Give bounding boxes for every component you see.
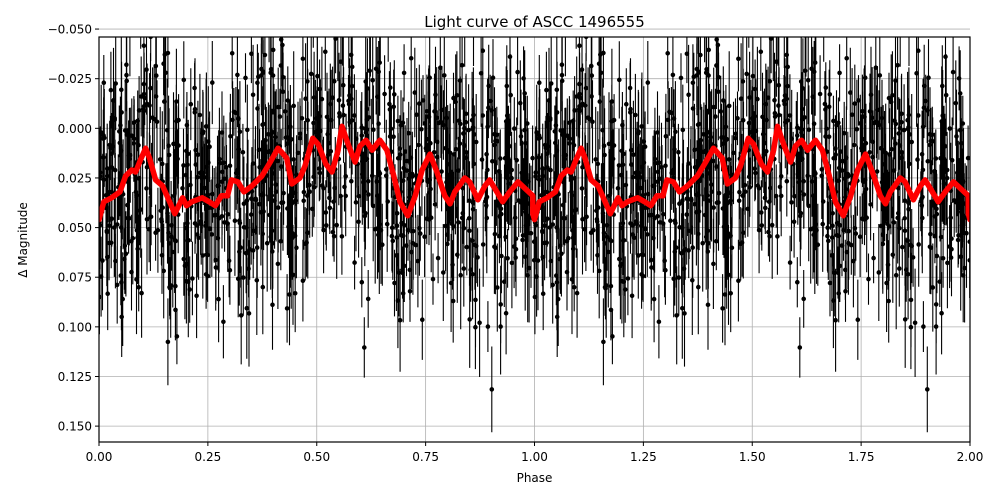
y-tick-label: 0.100	[58, 320, 92, 334]
y-tick-label: 0.150	[58, 420, 92, 434]
x-tick-label: 0.50	[303, 450, 330, 464]
x-tick-label: 1.00	[521, 450, 548, 464]
x-tick-label: 0.00	[86, 450, 113, 464]
y-tick-label: 0.125	[58, 370, 92, 384]
x-axis: 0.00 0.25 0.50 0.75 1.00 1.25 1.50 1.75 2.00	[86, 442, 984, 464]
x-tick-label: 1.25	[630, 450, 657, 464]
y-tick-label: 0.025	[58, 171, 92, 185]
x-tick-label: 0.25	[195, 450, 222, 464]
x-tick-label: 1.50	[739, 450, 766, 464]
y-tick-label: −0.050	[48, 23, 92, 37]
x-tick-label: 2.00	[957, 450, 984, 464]
x-tick-label: 0.75	[412, 450, 439, 464]
y-axis-label: Δ Magnitude	[16, 202, 30, 278]
y-tick-label: 0.050	[58, 221, 92, 235]
chart-title: Light curve of ASCC 1496555	[424, 13, 645, 31]
y-tick-label: 0.000	[58, 122, 92, 136]
y-tick-label: 0.075	[58, 271, 92, 285]
model-curve	[99, 123, 970, 223]
y-tick-label: −0.025	[48, 72, 92, 86]
x-axis-label: Phase	[517, 471, 553, 485]
observation-points	[99, 37, 970, 433]
y-axis: −0.050 −0.025 0.000 0.025 0.050 0.075 0.100 0.1…	[48, 23, 99, 434]
x-tick-label: 1.75	[848, 450, 875, 464]
